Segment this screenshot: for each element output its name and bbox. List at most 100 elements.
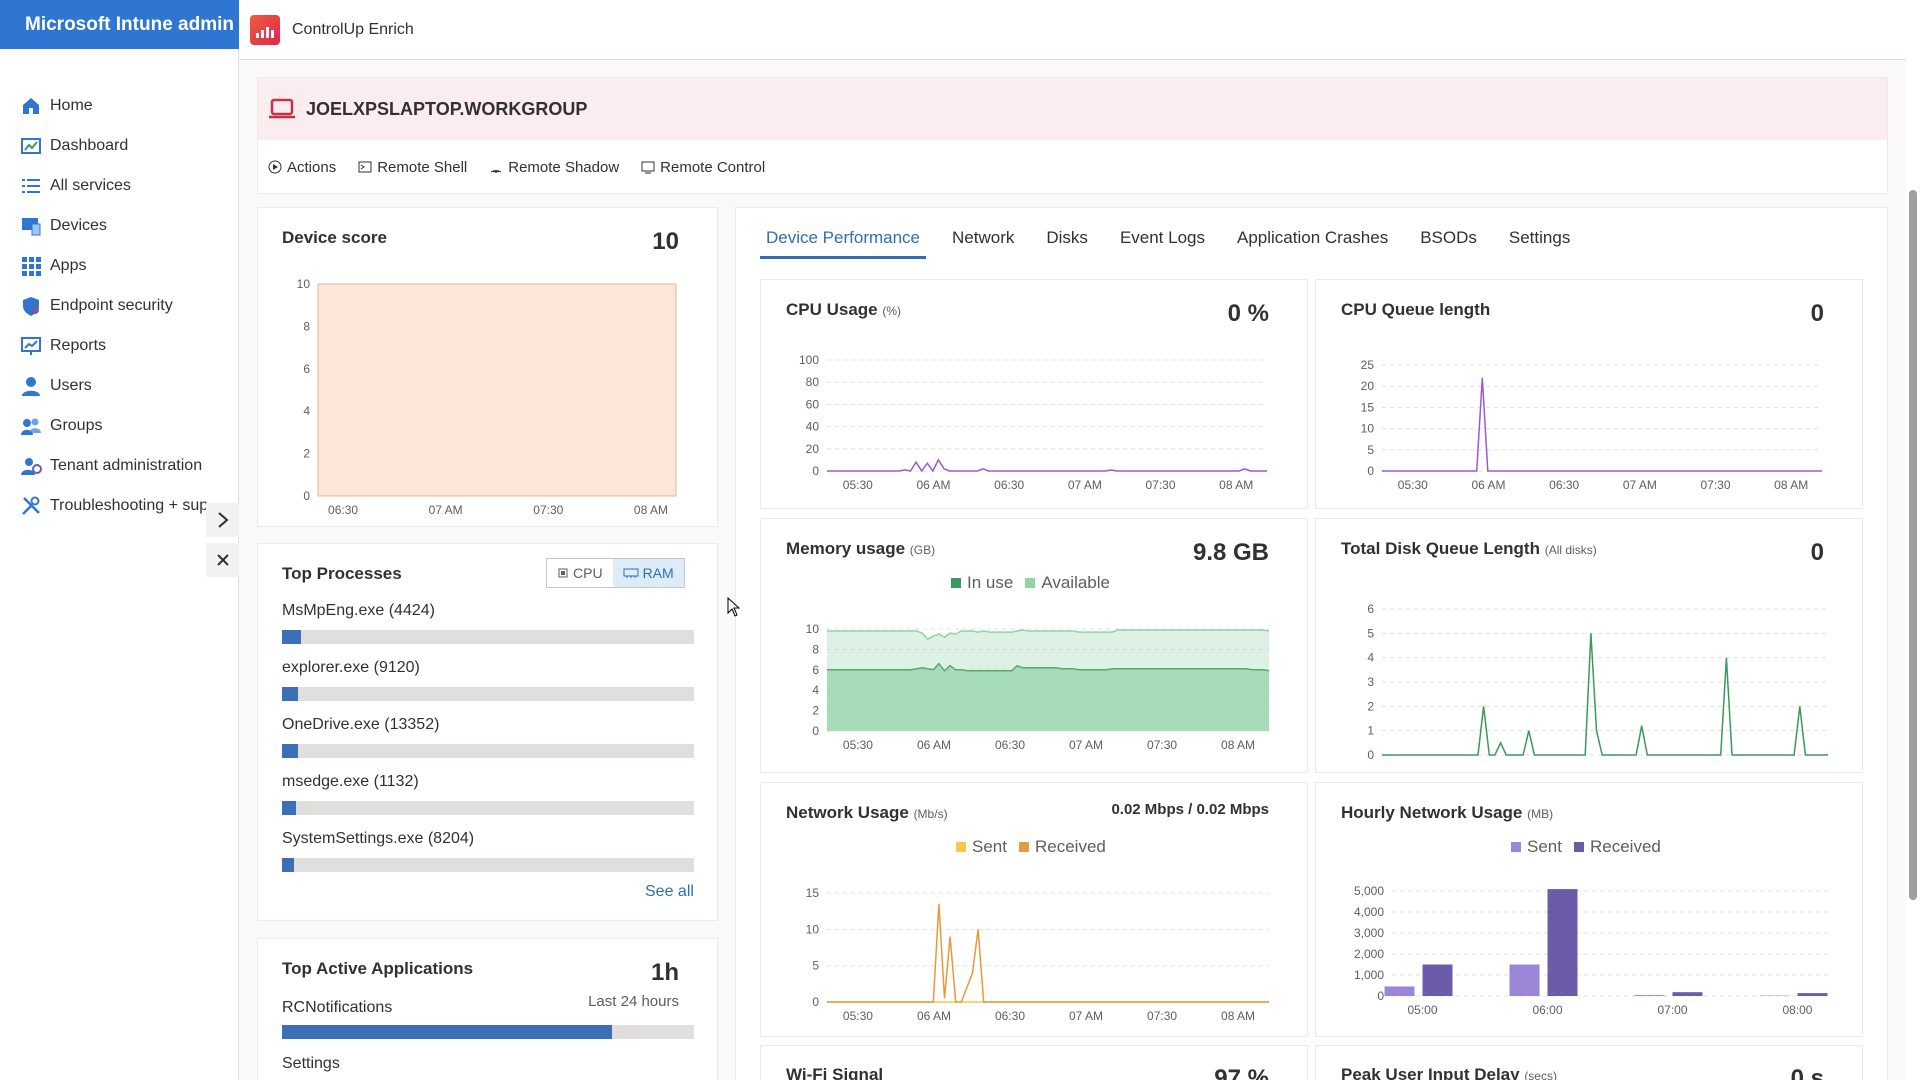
remote-shadow-button[interactable]: Remote Shadow	[489, 159, 619, 176]
x-tick-label: 06:30	[995, 1009, 1025, 1023]
network-legend: Sent Received	[956, 837, 1106, 857]
process-name: msedge.exe (1132)	[282, 773, 419, 790]
nav-item-devices[interactable]: Devices	[0, 206, 239, 246]
x-tick-label: 05:30	[1398, 762, 1428, 764]
nav-item-groups[interactable]: Groups	[0, 406, 239, 446]
nav-item-reports[interactable]: Reports	[0, 326, 239, 366]
nav-item-tenant-administration[interactable]: Tenant administration	[0, 446, 239, 486]
remote-shell-button[interactable]: Remote Shell	[358, 159, 467, 176]
disk-queue-chart: 0 1 2 3 4 5 6 05:30 06 AM 06:30 07 AM 07:30 08 AM	[1367, 602, 1828, 764]
nav-label: Dashboard	[50, 137, 129, 154]
y-tick-label: 0	[812, 995, 819, 1009]
y-tick-label: 0	[812, 464, 819, 478]
controlup-logo-icon	[250, 14, 280, 45]
see-all-link[interactable]: See all	[645, 883, 694, 900]
app-usage-fill	[282, 1025, 612, 1039]
x-tick-label: 05:30	[1398, 478, 1428, 490]
network-usage-title: Network Usage (Mb/s)	[786, 803, 948, 822]
y-tick-label: 15	[1361, 400, 1375, 414]
nav-item-troubleshooting[interactable]: Troubleshooting + sup	[0, 486, 239, 526]
y-tick-label: 1,000	[1354, 968, 1384, 982]
tab-event-logs[interactable]: Event Logs	[1119, 228, 1205, 247]
tab-network[interactable]: Network	[952, 228, 1015, 247]
expand-nav-button[interactable]	[206, 503, 239, 537]
hourly-network-chart: 0 1,000 2,000 3,000 4,000 5,000 05:00 06:00 07:0…	[1354, 884, 1828, 1017]
wifi-signal-title: Wi-Fi Signal	[786, 1065, 884, 1080]
bar	[1384, 986, 1415, 996]
left-navigation: Microsoft Intune admin c Home Dashboard …	[0, 0, 239, 1080]
home-icon	[20, 95, 42, 117]
nav-item-dashboard[interactable]: Dashboard	[0, 126, 239, 166]
device-score-value: 10	[652, 228, 679, 255]
process-name: MsMpEng.exe (4424)	[282, 602, 435, 619]
close-icon	[216, 554, 229, 566]
cpu-toggle-label: CPU	[573, 565, 603, 581]
tab-disks[interactable]: Disks	[1046, 228, 1088, 247]
hourly-network-legend: Sent Received	[1511, 837, 1661, 857]
nav-item-endpoint-security[interactable]: Endpoint security	[0, 286, 239, 326]
x-tick-label: 08 AM	[1774, 478, 1808, 490]
cpu-toggle-button[interactable]: CPU	[547, 559, 613, 587]
nav-item-apps[interactable]: Apps	[0, 246, 239, 286]
device-actions: Actions Remote Shell Remote Shadow Remot…	[258, 140, 1887, 194]
y-tick-label: 5	[1367, 626, 1374, 640]
chevron-right-icon	[217, 512, 229, 528]
top-apps-value: 1h	[650, 959, 679, 986]
series-line	[1382, 633, 1828, 756]
close-nav-button[interactable]	[206, 543, 239, 577]
laptop-icon	[269, 98, 295, 119]
tab-bsods[interactable]: BSODs	[1420, 228, 1477, 247]
network-usage-value: 0.02 Mbps / 0.02 Mbps	[1111, 801, 1269, 818]
dashboard-icon	[20, 135, 42, 157]
y-tick-label: 10	[806, 922, 820, 936]
input-delay-title: Peak User Input Delay (secs)	[1341, 1065, 1557, 1080]
series-area	[827, 663, 1269, 731]
mouse-cursor-icon	[727, 597, 741, 617]
remote-shell-label: Remote Shell	[377, 158, 468, 176]
nav-item-users[interactable]: Users	[0, 366, 239, 406]
x-tick-label: 06:30	[1549, 478, 1579, 490]
tab-application-crashes[interactable]: Application Crashes	[1237, 228, 1389, 247]
x-tick-label: 08 AM	[1219, 478, 1253, 490]
network-usage-chart: 0 5 10 15 05:30 06 AM 06:30 07 AM 07:30 08 AM	[806, 886, 1269, 1023]
bar	[1509, 964, 1540, 996]
process-row: MsMpEng.exe (4424)	[282, 602, 694, 644]
score-area	[317, 283, 677, 497]
y-tick-label: 0	[303, 489, 310, 503]
process-usage-bar	[282, 858, 694, 872]
nav-item-all-services[interactable]: All services	[0, 166, 239, 206]
ram-toggle-button[interactable]: RAM	[612, 559, 684, 587]
legend-item-in-use: In use	[951, 573, 1013, 593]
legend-item-received: Received	[1018, 837, 1106, 857]
y-tick-label: 20	[806, 442, 820, 456]
brand-title[interactable]: Microsoft Intune admin c	[0, 0, 239, 49]
actions-button[interactable]: Actions	[268, 159, 336, 176]
app-name: RCNotifications	[282, 999, 393, 1016]
y-tick-label: 2	[812, 704, 819, 718]
top-apps-title: Top Active Applications	[282, 959, 474, 978]
scrollbar-thumb[interactable]	[1909, 190, 1917, 900]
process-row: SystemSettings.exe (8204)	[282, 830, 694, 872]
x-tick-label: 08 AM	[1221, 1009, 1255, 1023]
top-apps-subtitle: Last 24 hours	[588, 993, 679, 1010]
remote-shadow-label: Remote Shadow	[508, 158, 620, 176]
x-tick-label: 07:30	[533, 503, 563, 517]
process-usage-bar	[282, 744, 694, 758]
y-tick-label: 6	[812, 663, 819, 677]
x-tick-label: 07:30	[1705, 762, 1735, 764]
nav-item-home[interactable]: Home	[0, 86, 239, 126]
nav-label: Users	[50, 377, 92, 394]
tab-device-performance[interactable]: Device Performance	[760, 224, 927, 259]
hourly-network-card: Hourly Network Usage (MB) Sent Received …	[1315, 782, 1863, 1037]
page-scrollbar[interactable]	[1906, 0, 1920, 1080]
x-tick-label: 06:30	[994, 478, 1024, 490]
app-title: ControlUp Enrich	[292, 20, 414, 38]
actions-label: Actions	[287, 158, 337, 176]
performance-tabs: Device Performance Network Disks Event L…	[760, 224, 1576, 259]
y-tick-label: 3,000	[1354, 926, 1384, 940]
remote-control-button[interactable]: Remote Control	[641, 159, 765, 176]
tab-settings[interactable]: Settings	[1508, 228, 1571, 247]
nav-label: All services	[50, 177, 131, 194]
bar	[1422, 964, 1453, 996]
process-row: msedge.exe (1132)	[282, 773, 694, 815]
